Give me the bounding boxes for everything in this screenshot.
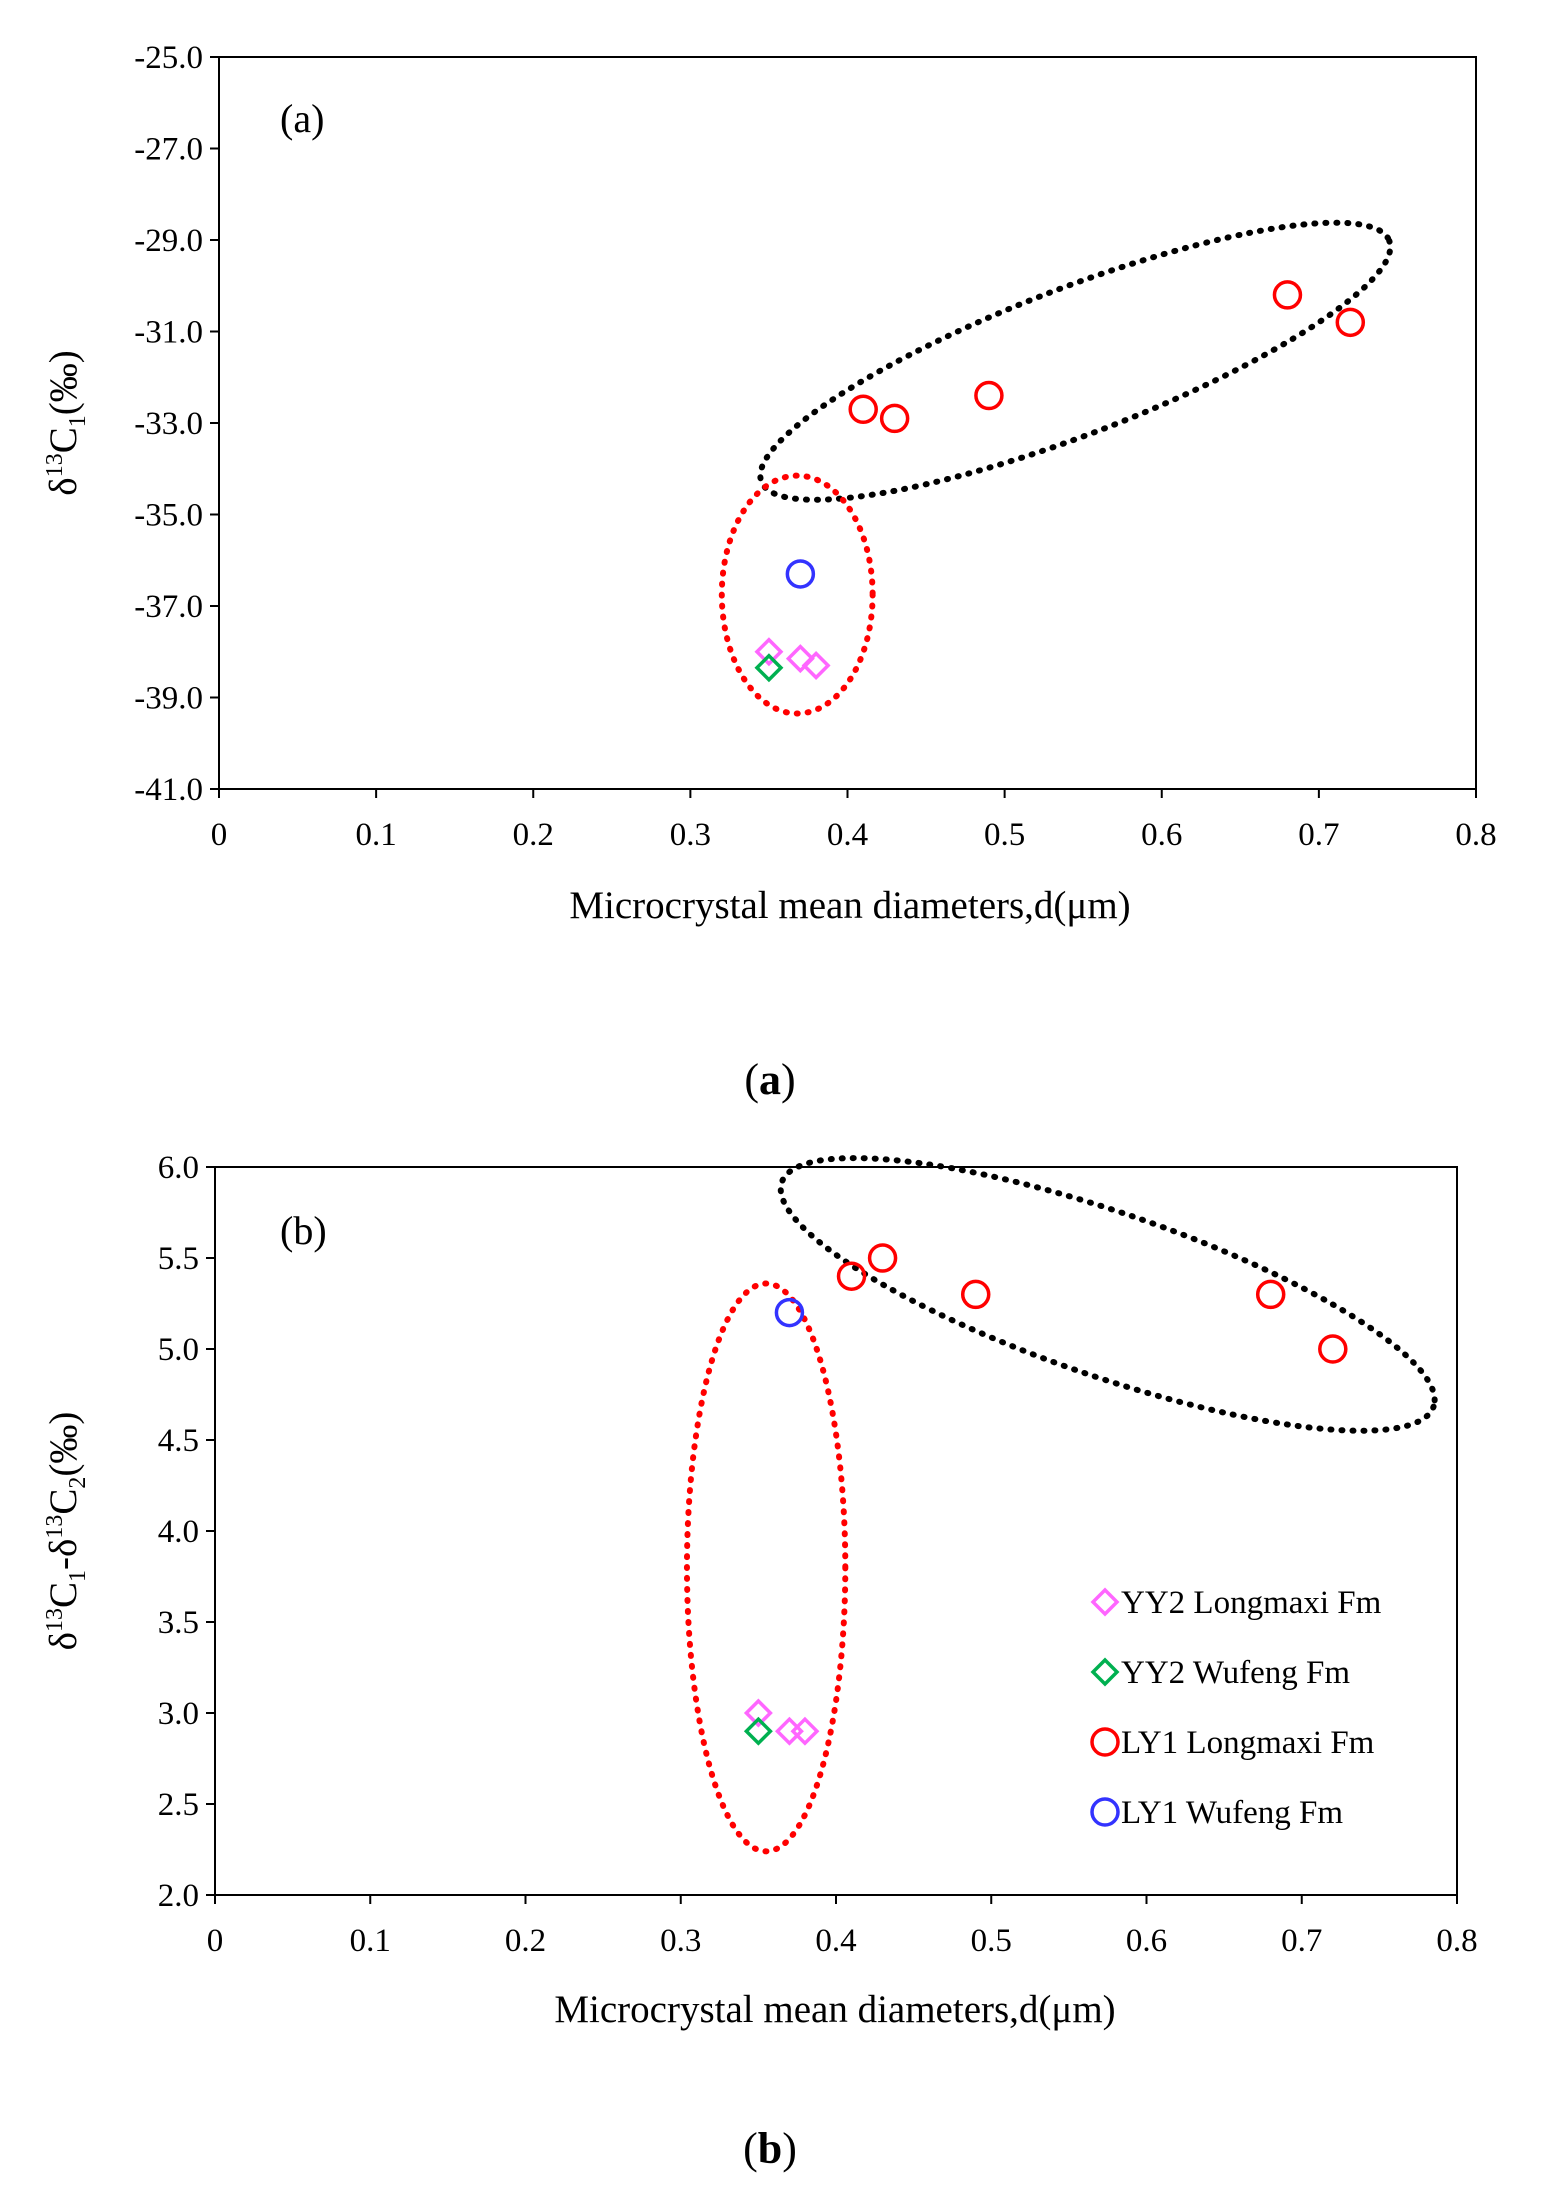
point-ly1-longmaxi-fm xyxy=(848,394,878,425)
x-axis-label-a: Microcrystal mean diameters,d(μm) xyxy=(569,884,1130,927)
y-tick-label: 6.0 xyxy=(158,1150,199,1186)
point-yy2-longmaxi-fm xyxy=(790,1716,820,1746)
point-ly1-longmaxi-fm xyxy=(879,403,910,434)
legend-b: YY2 Longmaxi Fm YY2 Wufeng Fm LY1 Longmaxi… xyxy=(1090,1585,1382,1831)
x-tick-label: 0.8 xyxy=(1455,817,1496,853)
y-tick-label: -35.0 xyxy=(134,498,203,534)
x-tick-label: 0.5 xyxy=(971,1923,1012,1959)
legend-item-ly1-longmaxi-fm: LY1 Longmaxi Fm xyxy=(1090,1725,1375,1761)
y-tick-label: 5.5 xyxy=(158,1241,199,1277)
x-tick-label: 0.1 xyxy=(356,817,397,853)
x-tick-label: 0.3 xyxy=(660,1923,701,1959)
x-tick-label: 0.6 xyxy=(1141,817,1182,853)
x-tick-labels-a: 0 0.1 0.2 0.3 0.4 0.5 0.6 0.7 0.8 xyxy=(211,789,1497,853)
point-yy2-longmaxi-fm xyxy=(754,637,784,667)
panel-label-a: (a) xyxy=(280,96,324,141)
legend-label: YY2 Longmaxi Fm xyxy=(1121,1585,1382,1621)
chart-panel-b: 2.0 2.5 3.0 3.5 4.0 4.5 5.0 5.5 6.0 0 0.1 0.2 0.3 0.… xyxy=(42,1150,1478,2031)
y-tick-label: -41.0 xyxy=(134,772,203,808)
point-ly1-longmaxi-fm xyxy=(1318,1334,1348,1364)
y-tick-label: 4.0 xyxy=(158,1514,199,1550)
y-tick-label: -33.0 xyxy=(134,406,203,442)
point-ly1-longmaxi-fm xyxy=(1272,280,1303,310)
legend-item-yy2-longmaxi-fm: YY2 Longmaxi Fm xyxy=(1090,1585,1382,1621)
x-tick-label: 0.6 xyxy=(1126,1923,1167,1959)
point-ly1-wufeng-fm xyxy=(785,559,816,589)
y-tick-label: 4.5 xyxy=(158,1423,199,1459)
y-tick-label: -31.0 xyxy=(134,315,203,351)
legend-item-ly1-wufeng-fm: LY1 Wufeng Fm xyxy=(1090,1795,1343,1831)
y-axis-label-b: δ13C1-δ13C2(‰) xyxy=(42,1412,91,1651)
y-tick-label: -37.0 xyxy=(134,589,203,625)
grouping-ellipse-black-group xyxy=(757,219,1394,503)
x-tick-label: 0.7 xyxy=(1298,817,1339,853)
point-ly1-longmaxi-fm xyxy=(960,1279,991,1310)
x-axis-label-b: Microcrystal mean diameters,d(μm) xyxy=(554,1988,1115,2031)
plot-frame-b xyxy=(214,1166,1458,1896)
point-ly1-longmaxi-fm xyxy=(867,1243,898,1273)
legend-label: YY2 Wufeng Fm xyxy=(1121,1655,1350,1691)
point-ly1-longmaxi-fm xyxy=(836,1261,867,1291)
legend-marker-yy2-longmaxi-fm xyxy=(1090,1587,1120,1617)
point-yy2-wufeng-fm xyxy=(743,1716,773,1746)
x-tick-label: 0.2 xyxy=(505,1923,546,1959)
point-ly1-longmaxi-fm xyxy=(1335,307,1366,338)
grouping-ellipse-red-group xyxy=(718,472,876,717)
point-yy2-wufeng-fm xyxy=(754,653,784,683)
legend-item-yy2-wufeng-fm: YY2 Wufeng Fm xyxy=(1090,1655,1350,1691)
y-tick-labels-b: 2.0 2.5 3.0 3.5 4.0 4.5 5.0 5.5 6.0 xyxy=(158,1150,215,1914)
point-ly1-wufeng-fm xyxy=(774,1297,805,1328)
point-yy2-longmaxi-fm xyxy=(743,1698,773,1728)
y-tick-label: 2.5 xyxy=(158,1787,199,1823)
y-tick-label: -27.0 xyxy=(134,132,203,168)
x-tick-label: 0.3 xyxy=(670,817,711,853)
x-tick-label: 0.2 xyxy=(513,817,554,853)
y-tick-label: -39.0 xyxy=(134,681,203,717)
legend-label: LY1 Longmaxi Fm xyxy=(1121,1725,1375,1761)
x-tick-label: 0.4 xyxy=(815,1923,856,1959)
legend-marker-yy2-wufeng-fm xyxy=(1090,1657,1120,1687)
x-tick-label: 0.8 xyxy=(1436,1923,1477,1959)
y-tick-labels-a: -41.0 -39.0 -37.0 -35.0 -33.0 -31.0 -29.0 -27.0… xyxy=(134,40,219,808)
x-tick-label: 0.7 xyxy=(1281,1923,1322,1959)
point-yy2-longmaxi-fm xyxy=(801,651,831,680)
x-tick-label: 0.5 xyxy=(984,817,1025,853)
x-tick-label: 0.4 xyxy=(827,817,868,853)
grouping-ellipse-red-group xyxy=(683,1280,849,1855)
legend-label: LY1 Wufeng Fm xyxy=(1121,1795,1343,1831)
grouping-ellipse-black-group xyxy=(777,1155,1438,1434)
data-points-a xyxy=(754,280,1366,683)
y-tick-label: -29.0 xyxy=(134,223,203,259)
x-tick-labels-b: 0 0.1 0.2 0.3 0.4 0.5 0.6 0.7 0.8 xyxy=(207,1895,1478,1959)
y-tick-label: 3.5 xyxy=(158,1605,199,1641)
legend-marker-ly1-wufeng-fm xyxy=(1090,1797,1120,1827)
groupings-b xyxy=(683,1155,1438,1855)
y-tick-label: 5.0 xyxy=(158,1332,199,1368)
x-tick-label: 0 xyxy=(207,1923,224,1959)
y-axis-label-a: δ13C1(‰) xyxy=(42,350,91,495)
point-ly1-longmaxi-fm xyxy=(1255,1279,1286,1310)
groupings-a xyxy=(718,219,1394,717)
data-points-b xyxy=(743,1243,1348,1746)
caption-b: (b) xyxy=(743,2124,797,2173)
y-tick-label: 2.0 xyxy=(158,1878,199,1914)
chart-panel-a: -41.0 -39.0 -37.0 -35.0 -33.0 -31.0 -29.0 -27.0… xyxy=(42,40,1497,927)
x-tick-label: 0.1 xyxy=(350,1923,391,1959)
x-tick-label: 0 xyxy=(211,817,228,853)
point-yy2-longmaxi-fm xyxy=(785,644,815,674)
legend-marker-ly1-longmaxi-fm xyxy=(1090,1727,1120,1757)
plot-frame-a xyxy=(218,56,1477,790)
caption-a: (a) xyxy=(744,1055,795,1104)
y-tick-label: 3.0 xyxy=(158,1696,199,1732)
panel-label-b: (b) xyxy=(280,1208,327,1253)
y-tick-label: -25.0 xyxy=(134,40,203,76)
point-ly1-longmaxi-fm xyxy=(974,380,1004,411)
